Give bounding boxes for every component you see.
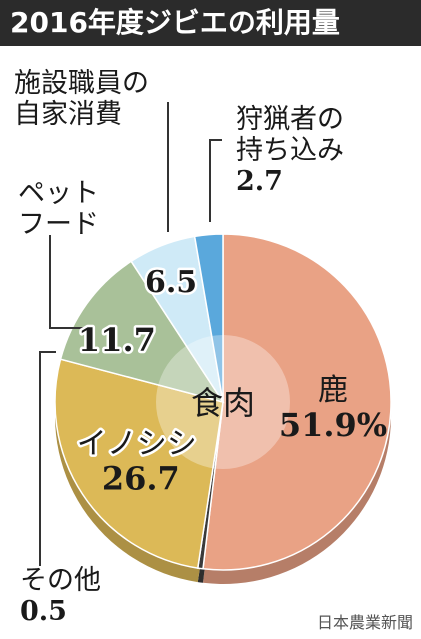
staff-label-line1: 施設職員の — [14, 68, 149, 99]
hunter-label-line2: 持ち込み — [236, 135, 344, 166]
pet-label-line2: フード — [18, 209, 99, 240]
slice-label-deer: 鹿 — [318, 373, 348, 408]
chart-title: 2016年度ジビエの利用量 — [0, 0, 421, 46]
pet-callout: ペット フード — [18, 178, 99, 240]
pie-slice-pet-food — [59, 260, 225, 404]
pet-label-line1: ペット — [18, 178, 99, 209]
center-label: 食肉 — [191, 384, 255, 422]
leader-line-other — [39, 351, 56, 566]
slice-value-deer: 51.9% — [279, 406, 387, 444]
other-label: その他 — [20, 565, 101, 596]
other-value: 0.5 — [20, 596, 67, 627]
pie-slice-boar — [54, 358, 224, 569]
hunter-value: 2.7 — [236, 166, 283, 197]
credit-text: 日本農業新聞 — [316, 613, 413, 632]
other-callout: その他 0.5 — [20, 565, 101, 627]
pie-slice-deer — [202, 233, 392, 571]
slice-label-boar: イノシシ — [77, 426, 197, 461]
slice-value-staff: 6.5 — [145, 265, 197, 300]
slice-value-pet-food: 11.7 — [78, 321, 156, 359]
hunter-callout: 狩猟者の 持ち込み 2.7 — [236, 104, 344, 197]
center-disc — [156, 335, 290, 469]
leader-line-pet — [49, 235, 85, 329]
hunter-label-line1: 狩猟者の — [236, 104, 344, 135]
slice-layer — [54, 233, 392, 585]
staff-callout: 施設職員の 自家消費 — [14, 68, 149, 130]
staff-label-line2: 自家消費 — [14, 99, 122, 130]
pie-slice-hunter — [193, 233, 224, 403]
leader-lines — [39, 102, 222, 566]
leader-line-hunter — [209, 139, 222, 222]
slice-value-boar: 26.7 — [102, 459, 180, 497]
